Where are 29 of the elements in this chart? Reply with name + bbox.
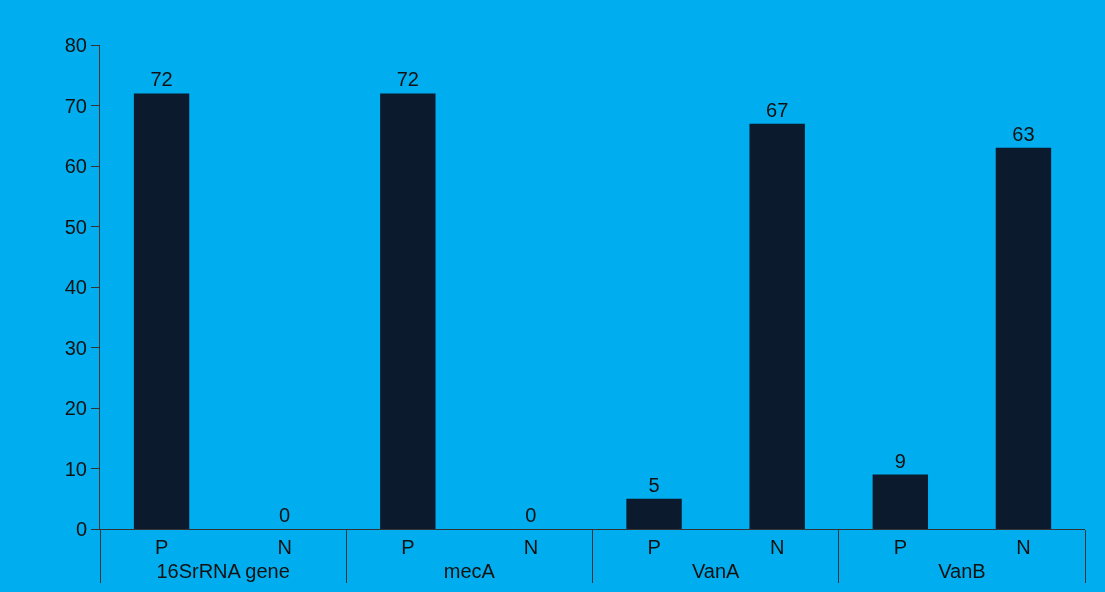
data-label: 63 [1012, 122, 1035, 145]
text: VanA [691, 560, 741, 582]
y-tick-label: 20 [64, 397, 87, 419]
y-tick-label: 50 [64, 215, 87, 238]
data-label: 0 [279, 504, 291, 526]
data-label: 72 [396, 68, 419, 91]
y-tick-label: 0 [75, 518, 87, 540]
text: mecA [443, 560, 496, 582]
x-tick-label: N [769, 536, 785, 558]
y-tick-label: 10 [64, 457, 87, 480]
y-tick-label: 70 [64, 94, 87, 117]
x-tick-label: P [647, 536, 661, 558]
data-label: 9 [894, 449, 906, 472]
text: 16SrRNA gene [156, 560, 290, 582]
y-tick-label: 30 [64, 336, 87, 359]
x-tick-label: P [401, 536, 415, 558]
x-tick-label: N [1016, 536, 1031, 558]
y-tick-label: 40 [64, 276, 87, 298]
y-tick-label: 80 [64, 34, 87, 56]
data-label: 5 [648, 473, 660, 496]
data-label: 0 [525, 504, 537, 526]
data-label: 72 [150, 68, 173, 91]
data-label: 67 [766, 98, 789, 121]
x-tick-label: P [893, 536, 907, 558]
x-tick-label: N [277, 536, 292, 558]
text: VanB [938, 560, 986, 582]
x-tick-label: P [154, 536, 169, 558]
x-tick-label: N [523, 536, 539, 558]
y-tick-label: 60 [64, 155, 87, 177]
